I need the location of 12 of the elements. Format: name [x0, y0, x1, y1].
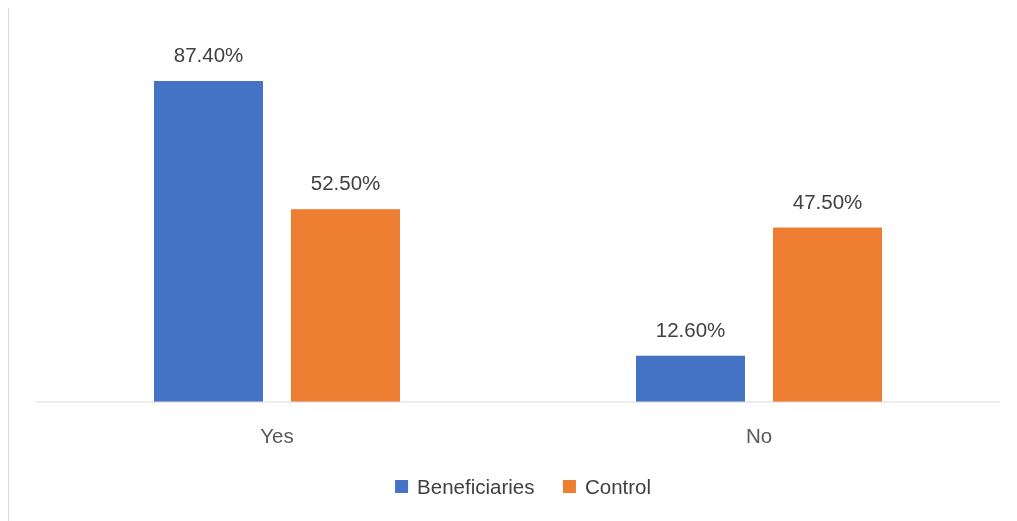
bar — [773, 227, 882, 402]
data-label: 52.50% — [310, 171, 381, 195]
bar — [291, 209, 400, 402]
legend-label: Beneficiaries — [417, 475, 535, 498]
legend-label: Control — [584, 475, 652, 498]
data-label: 87.40% — [173, 43, 244, 66]
x-tick-label: Yes — [260, 424, 294, 447]
x-tick-label: No — [745, 424, 773, 447]
bar — [636, 355, 745, 402]
data-label: 12.60% — [655, 317, 726, 341]
bar — [154, 81, 263, 402]
data-label: 47.50% — [792, 189, 863, 213]
